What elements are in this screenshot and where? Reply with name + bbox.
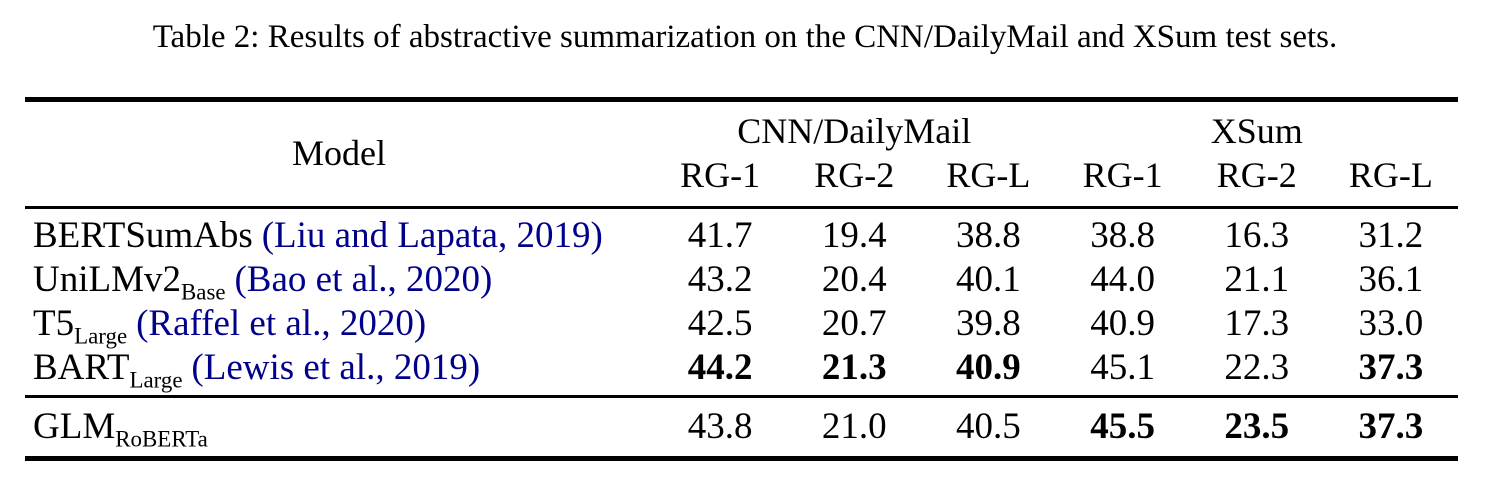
score-cell: 39.8 [956,303,1021,344]
column-header-xsum-rgl: RG-L [1348,155,1433,195]
score-cell: 17.3 [1224,303,1290,344]
model-cell: GLMRoBERTa [25,405,653,452]
table-body: BERTSumAbs (Liu and Lapata, 2019) 41.7 19.4… [25,209,1458,395]
score-cell: 22.3 [1224,347,1290,388]
column-header-xsum-rg2: RG-2 [1216,155,1297,195]
table-caption: Table 2: Results of abstractive summariz… [152,19,1338,55]
group-header-cnn-dailymail: CNN/DailyMail [737,111,972,151]
score-cell: 44.0 [1090,259,1155,300]
score-cell: 19.4 [821,215,887,256]
table-footer-rule [25,395,1458,398]
citation-link[interactable]: (Bao et al., 2020) [234,259,493,300]
model-subscript: RoBERTa [115,426,208,452]
score-cell: 20.4 [821,259,887,300]
score-cell: 43.8 [687,406,753,447]
column-header-xsum-rg1: RG-1 [1082,155,1163,195]
table-row: T5Large (Raffel et al., 2020) 42.5 20.7 39.8… [25,302,1458,349]
results-table: Model CNN/DailyMail XSum RG-1 RG-2 RG-L … [25,97,1458,461]
model-subscript: Large [74,323,128,349]
model-name: GLM [33,406,116,447]
column-header-cnn-rgl: RG-L [946,155,1031,195]
score-cell: 41.7 [687,215,753,256]
score-cell: 45.5 [1090,406,1155,447]
score-cell: 38.8 [956,215,1021,256]
table-bottom-rule [25,456,1458,461]
score-cell: 42.5 [687,303,753,344]
column-header-model: Model [292,133,386,173]
model-cell: UniLMv2Base (Bao et al., 2020) [25,258,653,305]
model-subscript: Base [181,279,226,305]
score-cell: 21.1 [1224,259,1290,300]
score-cell: 45.1 [1090,347,1155,388]
score-cell: 37.3 [1358,406,1424,447]
model-cell: BARTLarge (Lewis et al., 2019) [25,346,653,393]
score-cell: 40.9 [956,347,1021,388]
score-cell: 36.1 [1358,259,1424,300]
score-cell: 37.3 [1358,347,1424,388]
score-cell: 44.2 [687,347,753,388]
score-cell: 40.1 [956,259,1021,300]
table-header: Model CNN/DailyMail XSum RG-1 RG-2 RG-L … [25,102,1458,206]
score-cell: 21.0 [821,406,887,447]
score-cell: 23.5 [1224,406,1290,447]
score-cell: 40.9 [1090,303,1155,344]
model-subscript: Large [129,367,183,393]
group-header-xsum: XSum [1210,111,1303,151]
citation-link[interactable]: (Raffel et al., 2020) [136,303,427,344]
table-header-rule [25,206,1458,209]
score-cell: 31.2 [1358,215,1424,256]
column-header-cnn-rg2: RG-2 [814,155,895,195]
model-name: BART [33,347,130,388]
model-name: BERTSumAbs [33,215,253,256]
table-top-rule [25,97,1458,102]
score-cell: 38.8 [1090,215,1155,256]
table-row: BARTLarge (Lewis et al., 2019) 44.2 21.3 40.… [25,346,1458,393]
model-cell: BERTSumAbs (Liu and Lapata, 2019) [25,214,653,258]
table-footer: GLMRoBERTa 43.8 21.0 40.5 45.5 23.5 37.3 [25,398,1458,456]
model-cell: T5Large (Raffel et al., 2020) [25,302,653,349]
citation-link[interactable]: (Lewis et al., 2019) [191,347,481,388]
table-row: UniLMv2Base (Bao et al., 2020) 43.2 20.4 40.… [25,258,1458,305]
score-cell: 20.7 [821,303,887,344]
score-cell: 43.2 [687,259,753,300]
column-header-cnn-rg1: RG-1 [680,155,761,195]
model-name: UniLMv2 [33,259,181,300]
score-cell: 16.3 [1224,215,1290,256]
score-cell: 21.3 [821,347,887,388]
citation-link[interactable]: (Liu and Lapata, 2019) [261,215,603,256]
score-cell: 40.5 [956,406,1021,447]
score-cell: 33.0 [1358,303,1424,344]
table-row: GLMRoBERTa 43.8 21.0 40.5 45.5 23.5 37.3 [25,405,1458,452]
table-row: BERTSumAbs (Liu and Lapata, 2019) 41.7 19.4… [25,214,1458,258]
model-name: T5 [33,303,75,344]
